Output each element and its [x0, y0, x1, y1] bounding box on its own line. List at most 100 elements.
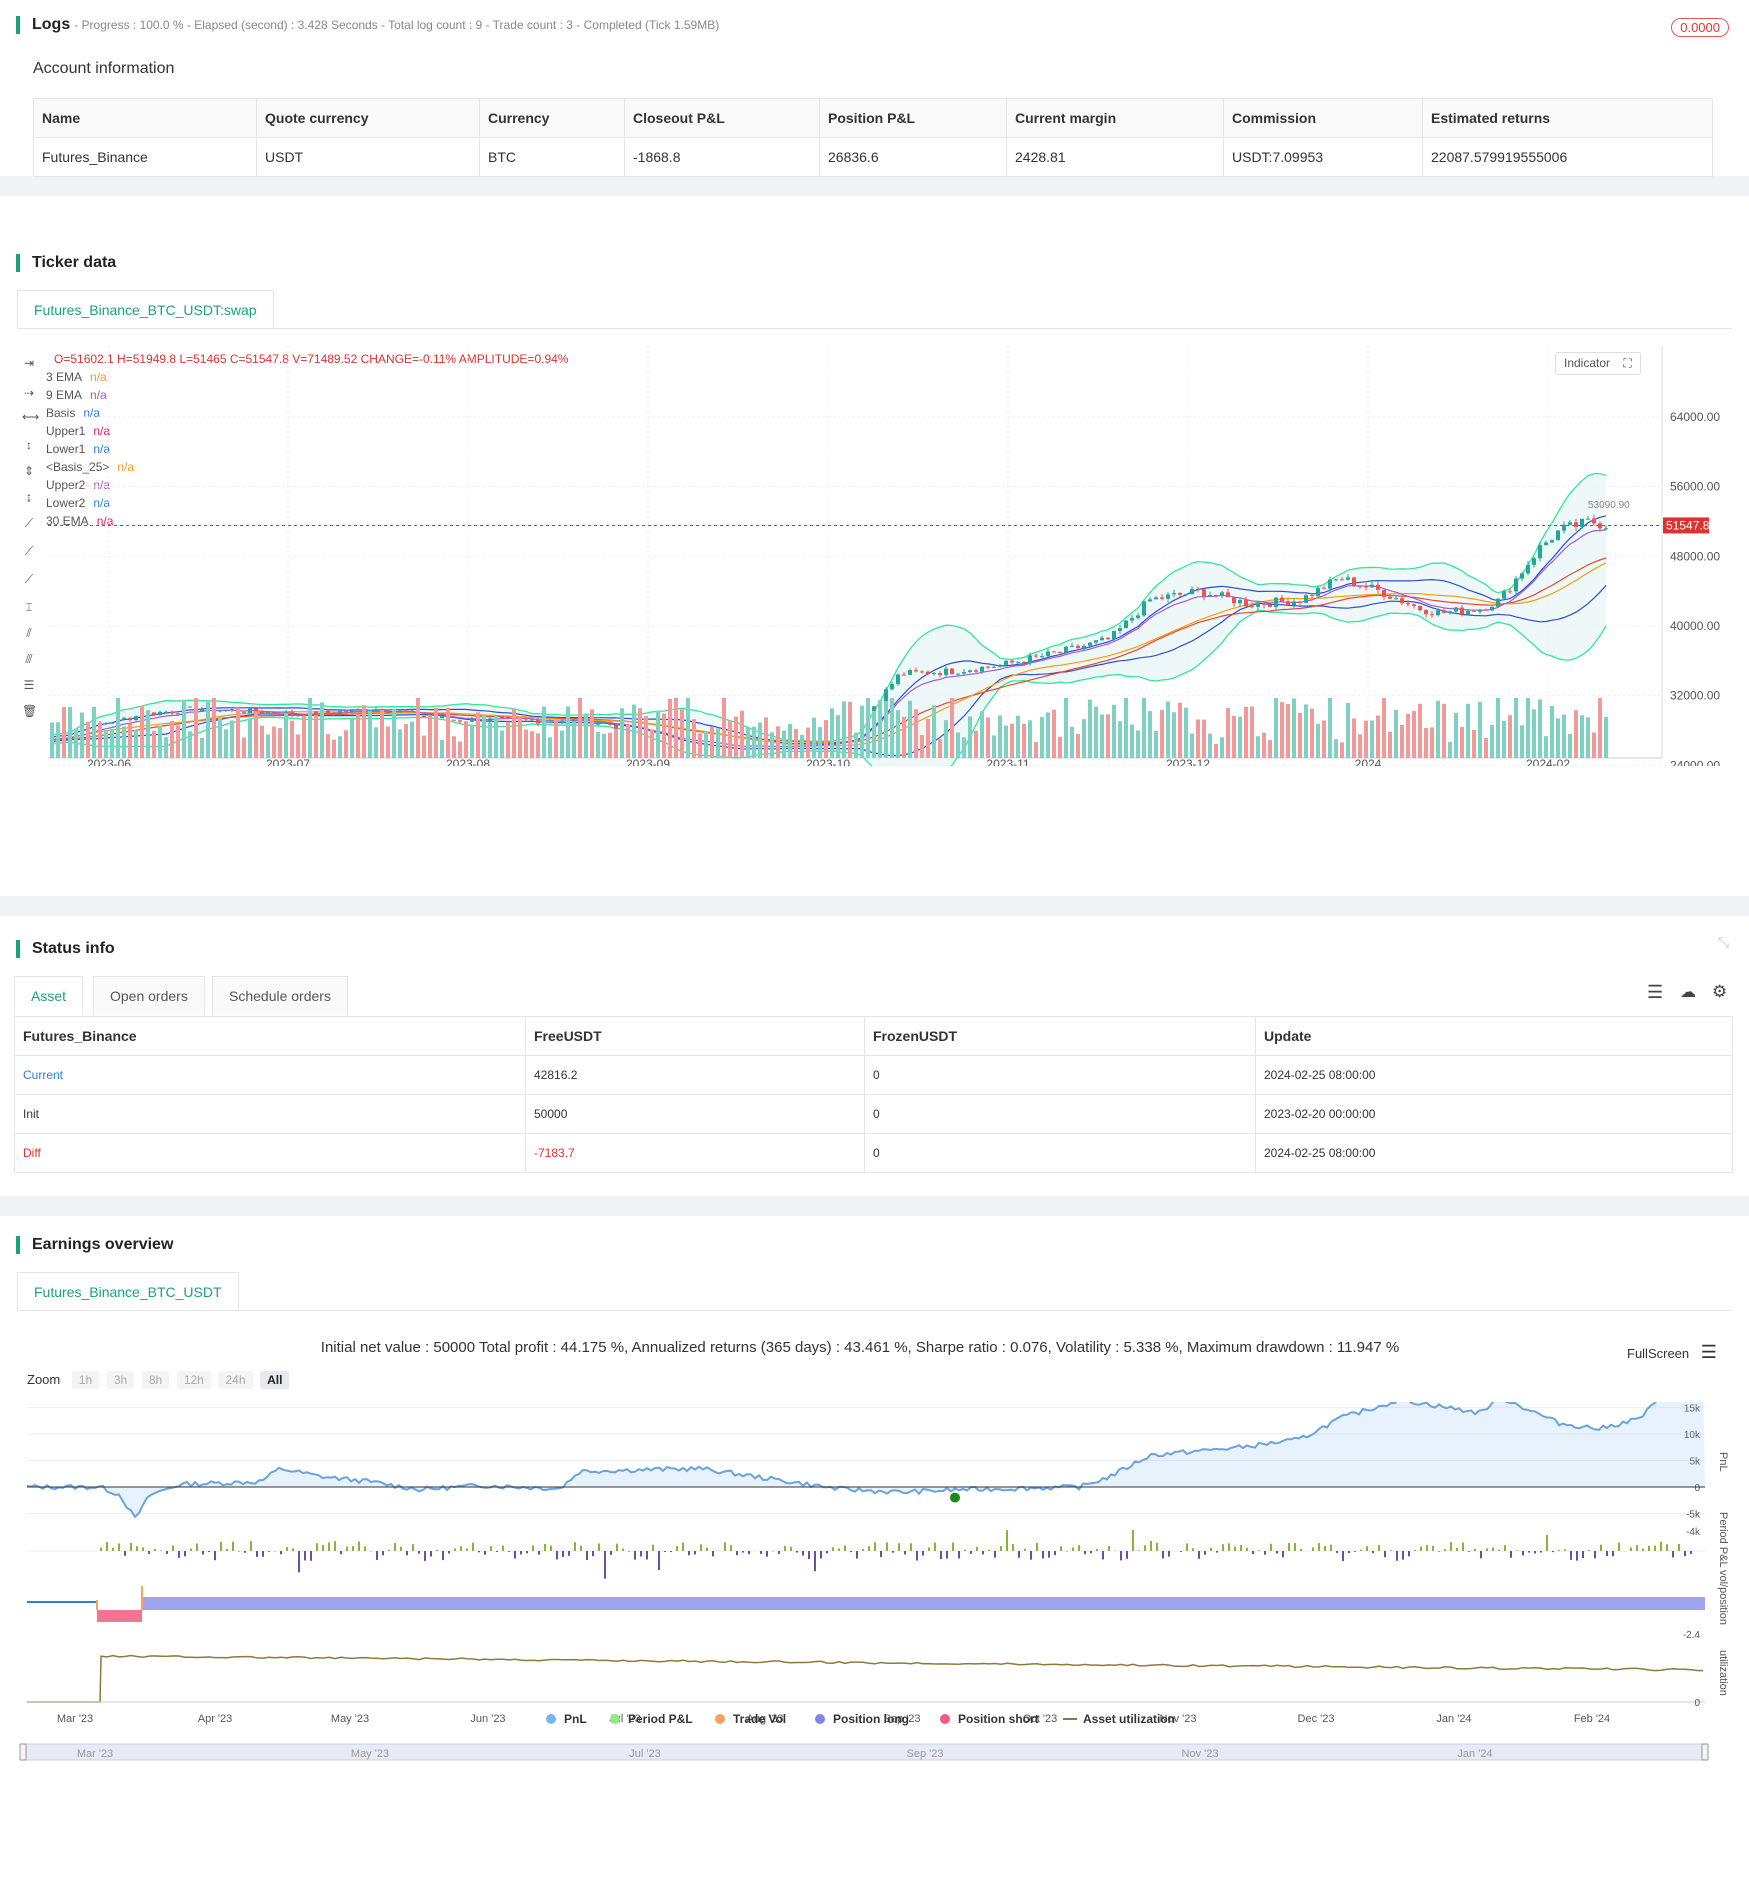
period-pnl-bar	[1246, 1547, 1248, 1551]
utilization-line	[27, 1654, 1704, 1703]
zoom-1h-button[interactable]: 1h	[71, 1371, 100, 1389]
tab-earnings-symbol[interactable]: Futures_Binance_BTC_USDT	[17, 1272, 239, 1311]
volume-bar	[494, 715, 498, 758]
month-tick-label: Dec '23	[1298, 1713, 1335, 1725]
volume-bar	[1232, 716, 1236, 758]
period-pnl-bar	[724, 1542, 726, 1551]
tab-schedule-orders[interactable]: Schedule orders	[212, 976, 348, 1015]
period-pnl-bar	[1096, 1548, 1098, 1551]
volume-bar	[572, 721, 576, 758]
vertical-segment-tool-icon[interactable]: ↨	[26, 490, 32, 504]
candle-body	[1562, 524, 1566, 531]
period-pnl-bar	[568, 1551, 570, 1556]
fib-levels-tool-icon[interactable]: ☰	[23, 678, 35, 692]
zoom-12h-button[interactable]: 12h	[176, 1371, 211, 1389]
fib-tool-icon[interactable]: ⫻	[25, 652, 33, 666]
volume-bar	[1298, 712, 1302, 758]
period-pnl-bar	[244, 1551, 246, 1553]
legend-item[interactable]: 3 EMA n/a	[46, 370, 107, 384]
volume-bar	[1094, 706, 1098, 758]
legend-label: Trade Vol	[733, 1712, 786, 1726]
period-pnl-bar	[424, 1551, 426, 1561]
volume-bar	[1550, 705, 1554, 758]
legend-item[interactable]: Upper2 n/a	[46, 478, 110, 492]
period-pnl-bar	[838, 1548, 840, 1551]
volume-bar	[92, 706, 96, 758]
volume-bar	[1400, 724, 1404, 758]
candle-body	[1406, 603, 1410, 605]
volume-bar	[350, 718, 354, 758]
period-pnl-bar	[1084, 1551, 1086, 1555]
volume-bar	[374, 727, 378, 758]
candle-body	[272, 712, 276, 715]
volume-bar	[1364, 720, 1368, 758]
volume-bar	[212, 698, 216, 758]
horizontal-line-tool-icon[interactable]: ⇢	[23, 386, 35, 400]
indicator-button[interactable]: Indicator ⛶	[1555, 352, 1641, 375]
ray-tool-icon[interactable]: ⟋	[24, 544, 34, 558]
tab-open-orders[interactable]: Open orders	[93, 976, 205, 1015]
date-tick-label: 2023-08	[446, 757, 490, 766]
asset-cell: -7183.7	[525, 1133, 865, 1173]
legend-item[interactable]: 9 EMA n/a	[46, 388, 107, 402]
cloud-download-icon[interactable]: ☁	[1680, 984, 1696, 1001]
period-pnl-bar	[1276, 1551, 1278, 1554]
period-pnl-bar	[1180, 1551, 1182, 1552]
volume-bar	[320, 702, 324, 758]
period-pnl-bar	[814, 1551, 816, 1572]
legend-item[interactable]: Upper1 n/a	[46, 424, 110, 438]
period-pnl-bar	[532, 1545, 534, 1551]
volume-bar	[176, 725, 180, 758]
volume-bar	[782, 730, 786, 758]
fullscreen-button[interactable]: FullScreen ☰	[1627, 1342, 1717, 1363]
period-pnl-bar	[1438, 1551, 1440, 1552]
candle-body	[614, 724, 618, 729]
period-pnl-bar	[910, 1543, 912, 1551]
tab-ticker-symbol[interactable]: Futures_Binance_BTC_USDT:swap	[17, 290, 274, 329]
volume-bar	[1274, 698, 1278, 758]
zoom-3h-button[interactable]: 3h	[106, 1371, 135, 1389]
menu-icon[interactable]: ☰	[1700, 1342, 1717, 1362]
expand-icon[interactable]: ⛶	[1623, 356, 1632, 370]
candle-body	[170, 711, 174, 714]
price-label-tool-icon[interactable]: ⌶	[25, 600, 33, 614]
settings-gear-icon[interactable]: ⚙	[1712, 982, 1728, 1001]
candle-body	[500, 717, 504, 719]
list-icon[interactable]: ☰	[1647, 982, 1664, 1002]
period-pnl-bar	[202, 1551, 204, 1555]
date-tick-label: 2024-02	[1526, 757, 1570, 766]
legend-value: n/a	[93, 478, 111, 492]
candle-body	[1124, 620, 1128, 629]
candle-body	[350, 709, 354, 712]
vertical-ray-tool-icon[interactable]: ⇕	[23, 464, 35, 478]
period-pnl-bar	[868, 1546, 870, 1551]
vertical-line-tool-icon[interactable]: ↕	[26, 438, 32, 452]
zoom-8h-button[interactable]: 8h	[141, 1371, 170, 1389]
horizontal-ray-tool-icon[interactable]: ⇥	[23, 356, 35, 370]
volume-bar	[686, 698, 690, 758]
collapse-icon[interactable]: ⤡	[1717, 934, 1729, 950]
parallel-channel-tool-icon[interactable]: ⫽	[26, 626, 32, 640]
period-pnl-bar	[880, 1551, 882, 1558]
horizontal-segment-tool-icon[interactable]: ⟷	[22, 410, 40, 424]
candle-body	[1238, 599, 1242, 604]
volume-bar	[1580, 715, 1584, 758]
period-pnl-bar	[430, 1551, 432, 1557]
zoom-all-button[interactable]: All	[260, 1371, 290, 1389]
period-pnl-bar	[292, 1548, 294, 1551]
candlestick-chart[interactable]: 64000.00 56000.00 48000.00 40000.00 32000.00…	[0, 346, 1749, 766]
volume-bar	[1328, 698, 1332, 758]
volume-bar	[164, 737, 168, 758]
zoom-24h-button[interactable]: 24h	[218, 1371, 253, 1389]
volume-bar	[1394, 709, 1398, 758]
tab-asset[interactable]: Asset	[14, 976, 84, 1015]
segment-tool-icon[interactable]: ⟋	[24, 572, 34, 586]
period-axis-title: Period P&L	[1717, 1512, 1729, 1568]
trash-icon[interactable]: 🗑	[22, 704, 38, 718]
legend-item[interactable]: <Basis_25> n/a	[46, 460, 134, 474]
volume-bar	[1118, 721, 1122, 758]
legend-item[interactable]: Lower2 n/a	[46, 496, 110, 510]
trend-line-tool-icon[interactable]: ⟋	[24, 516, 34, 530]
legend-item[interactable]: Lower1 n/a	[46, 442, 110, 456]
